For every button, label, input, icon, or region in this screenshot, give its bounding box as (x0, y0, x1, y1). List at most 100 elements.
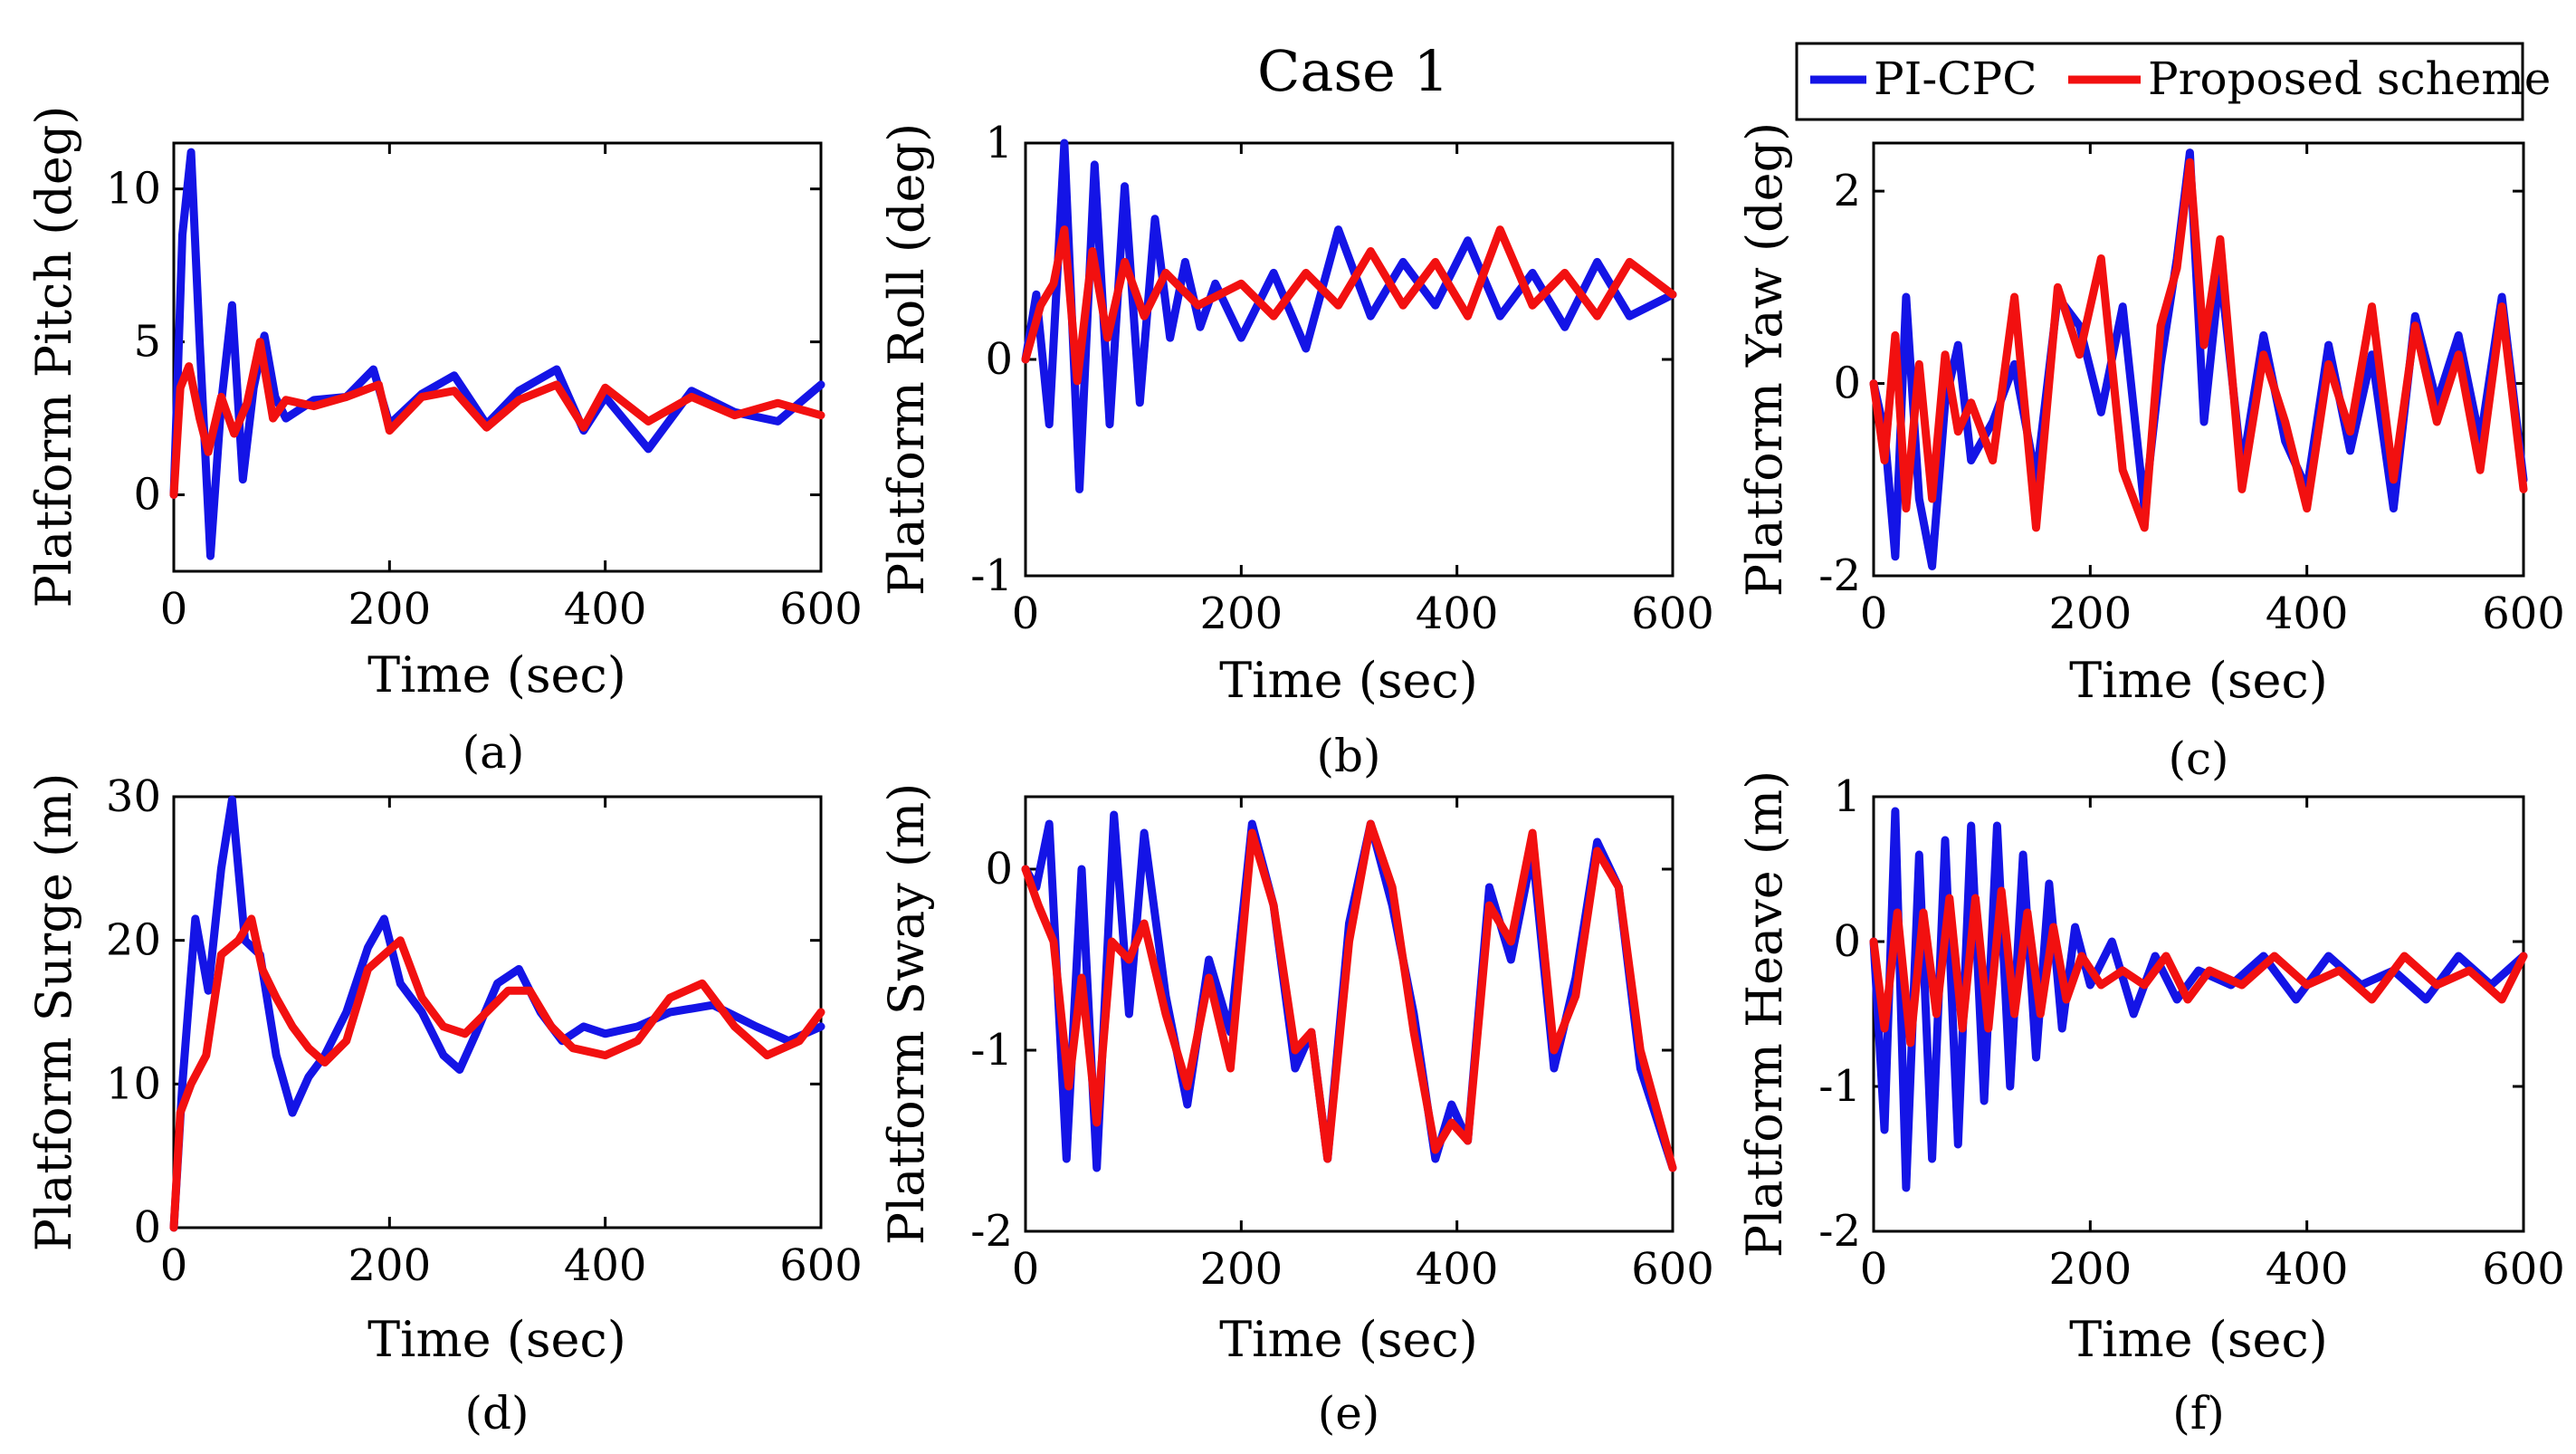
xtick-label-c-2: 400 (2266, 588, 2349, 639)
xticks-c: 0 200 400 600 (1860, 143, 2565, 639)
xticks-e: 0 200 400 600 (1012, 797, 1714, 1295)
ylabel-f: Platform Heave (m) (1736, 770, 1793, 1258)
xtick-label-f-3: 600 (2482, 1244, 2565, 1295)
ytick-label-c-1: 0 (1833, 359, 1861, 409)
xtick-label-f-2: 400 (2266, 1244, 2349, 1295)
ytick-label-c-0: -2 (1818, 550, 1861, 601)
ytick-label-e-0: -2 (970, 1206, 1013, 1257)
series-line-a-proposed-scheme (169, 338, 825, 499)
xtick-label-f-1: 200 (2049, 1244, 2132, 1295)
xticks-d: 0 200 400 600 (160, 797, 863, 1291)
panel-label-c: (c) (2168, 732, 2228, 785)
ylabel-b: Platform Roll (deg) (878, 123, 935, 596)
xlabel-c: Time (sec) (2069, 652, 2328, 709)
panel-label-b: (b) (1316, 730, 1380, 782)
legend-box (1795, 42, 2524, 121)
ytick-label-a-2: 10 (106, 164, 161, 215)
xtick-label-a-1: 200 (348, 584, 432, 635)
series-line-e-proposed-scheme (1021, 819, 1677, 1172)
ytick-label-d-2: 20 (106, 915, 161, 966)
xtick-label-c-0: 0 (1860, 588, 1888, 639)
ylabel-d: Platform Surge (m) (25, 773, 82, 1252)
series-line-d-proposed-scheme (169, 914, 825, 1232)
ytick-label-d-1: 10 (106, 1058, 161, 1109)
xtick-label-a-2: 400 (564, 584, 647, 635)
panel-f: 0 200 400 600 -2 -1 0 1 Time (sec) Platform He… (1736, 770, 2565, 1440)
xtick-label-d-3: 600 (779, 1240, 863, 1291)
series-c (1869, 148, 2528, 570)
xtick-label-d-1: 200 (348, 1240, 432, 1291)
panel-label-d: (d) (464, 1387, 529, 1440)
yticks-a: 0 5 10 (106, 164, 821, 521)
ytick-label-b-0: -1 (970, 550, 1013, 601)
panel-c: 0 200 400 600 -202 Time (sec) Platform Yaw … (1736, 122, 2565, 785)
xlabel-f: Time (sec) (2069, 1311, 2328, 1368)
panel-label-f: (f) (2172, 1387, 2225, 1440)
xtick-label-a-3: 600 (779, 584, 863, 635)
xticks-f: 0 200 400 600 (1860, 797, 2565, 1295)
ytick-label-f-2: 0 (1833, 916, 1861, 967)
xtick-label-b-2: 400 (1416, 588, 1499, 639)
plot-area-e (1024, 795, 1674, 1233)
ytick-label-a-1: 5 (133, 317, 161, 368)
xtick-label-d-0: 0 (160, 1240, 188, 1291)
yticks-c: -2 0 2 (1818, 166, 2524, 601)
ylabel-a: Platform Pitch (deg) (25, 106, 82, 608)
panel-label-a: (a) (463, 726, 525, 779)
series-f (1869, 807, 2528, 1192)
ytick-label-c-2: 2 (1833, 166, 1861, 216)
series-line-c-proposed-scheme (1869, 158, 2528, 532)
xtick-label-b-3: 600 (1631, 588, 1714, 639)
xtick-label-c-1: 200 (2049, 588, 2132, 639)
legend-label-proposed-scheme: Proposed scheme (2148, 53, 2551, 105)
series-e (1021, 810, 1677, 1172)
xlabel-d: Time (sec) (367, 1311, 626, 1368)
xtick-label-e-2: 400 (1416, 1244, 1499, 1295)
ytick-label-d-0: 0 (133, 1202, 161, 1253)
yticks-f: -2 -1 0 1 (1818, 771, 2524, 1257)
legend: PI-CPC Proposed scheme (1795, 42, 2551, 121)
ytick-label-b-1: 0 (985, 334, 1013, 385)
yticks-d: 0 10 20 30 (106, 771, 821, 1253)
yticks-e: -2 -1 0 (970, 844, 1673, 1257)
ytick-label-f-0: -2 (1818, 1206, 1861, 1257)
ytick-label-e-1: -1 (970, 1025, 1013, 1076)
xtick-label-a-0: 0 (160, 584, 188, 635)
xticks-b: 0 200 400 600 (1012, 143, 1714, 639)
panel-e: 0 200 400 600 -2 -1 0 Time (sec) Platform Swa… (878, 783, 1714, 1440)
panel-b: 0 200 400 600 -1 0 1 Time (sec) Platform Roll… (878, 118, 1714, 782)
xtick-label-e-3: 600 (1631, 1244, 1714, 1295)
xtick-label-e-0: 0 (1012, 1244, 1040, 1295)
panel-d: 0 200 400 600 0 10 20 30 Time (sec) Platform S… (25, 771, 863, 1440)
xtick-label-c-3: 600 (2482, 588, 2565, 639)
series-line-f-proposed-scheme (1869, 886, 2528, 1047)
yticks-b: -1 0 1 (970, 118, 1673, 601)
xlabel-e: Time (sec) (1219, 1311, 1478, 1368)
xlabel-a: Time (sec) (367, 646, 626, 703)
ylabel-e: Platform Sway (m) (878, 783, 935, 1246)
xtick-label-b-1: 200 (1200, 588, 1283, 639)
ytick-label-b-2: 1 (985, 118, 1013, 168)
xlabel-b: Time (sec) (1219, 652, 1478, 709)
ytick-label-a-0: 0 (133, 470, 161, 521)
series-line-d-pi-cpc (169, 795, 825, 1232)
xticks-a: 0 200 400 600 (160, 143, 863, 635)
ytick-label-f-1: -1 (1818, 1061, 1861, 1112)
series-line-b-proposed-scheme (1021, 225, 1677, 386)
ytick-label-f-3: 1 (1833, 771, 1861, 822)
plot-area-a (172, 141, 823, 573)
panel-label-e: (e) (1318, 1387, 1380, 1440)
figure-title: Case 1 (1257, 38, 1449, 104)
series-b (1021, 139, 1677, 493)
ylabel-c: Platform Yaw (deg) (1736, 122, 1793, 597)
xtick-label-d-2: 400 (564, 1240, 647, 1291)
legend-label-pi-cpc: PI-CPC (1874, 53, 2037, 105)
ytick-label-d-3: 30 (106, 771, 161, 822)
ytick-label-e-2: 0 (985, 844, 1013, 894)
xtick-label-e-1: 200 (1200, 1244, 1283, 1295)
series-a (169, 148, 825, 560)
series-d (169, 795, 825, 1232)
series-line-a-pi-cpc (169, 148, 825, 560)
panel-a: 0 200 400 600 0 5 10 Time (sec) Platform Pitc… (25, 106, 863, 779)
